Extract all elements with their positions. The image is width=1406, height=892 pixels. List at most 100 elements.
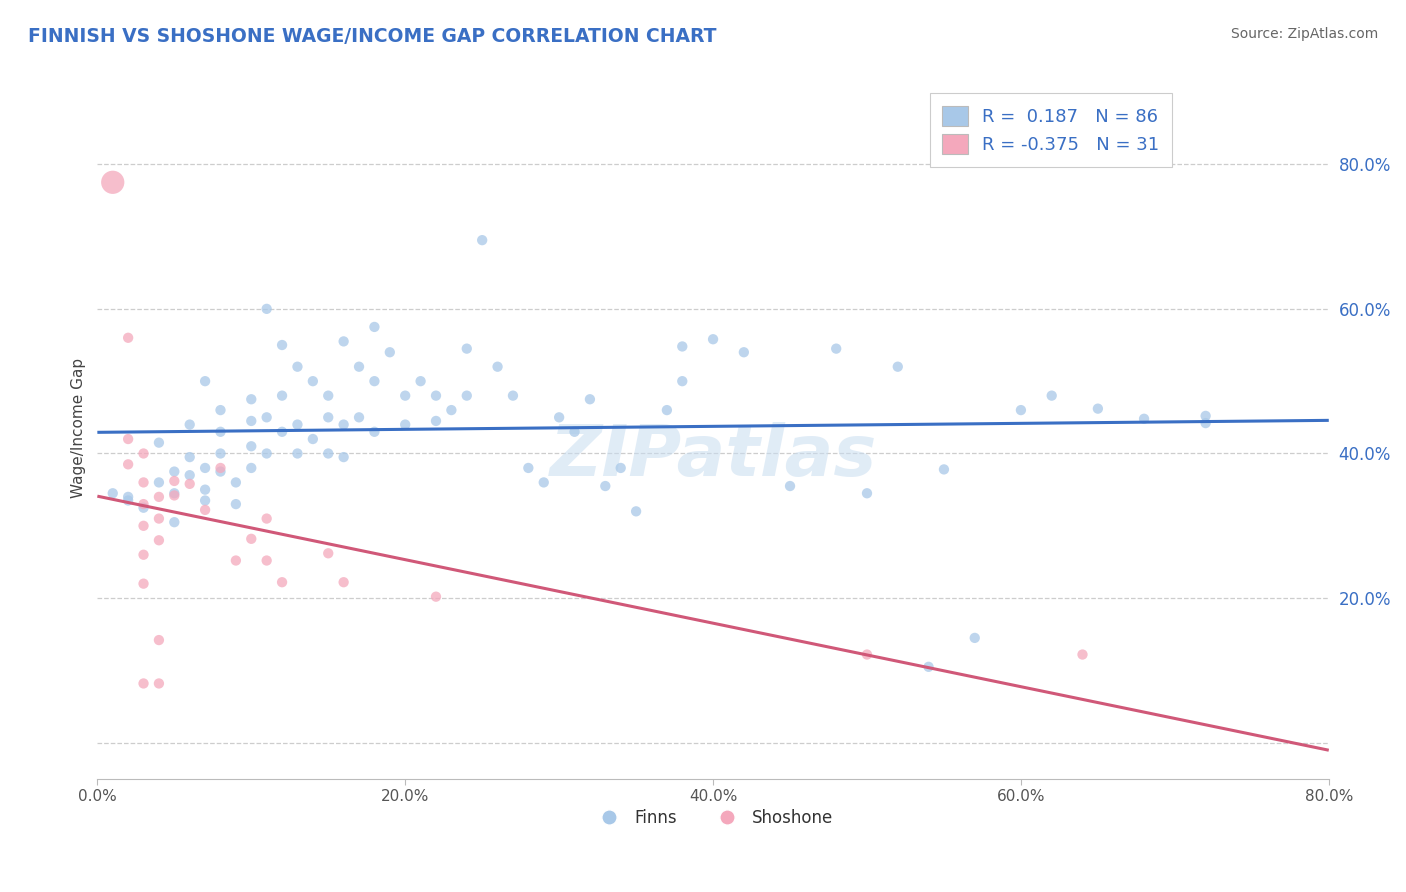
Point xyxy=(963,631,986,645)
Point xyxy=(101,175,124,189)
Point xyxy=(456,342,478,356)
Point xyxy=(564,425,586,439)
Point xyxy=(502,389,524,403)
Point xyxy=(256,446,278,460)
Point xyxy=(271,575,294,590)
Point xyxy=(163,515,186,529)
Point xyxy=(917,660,939,674)
Y-axis label: Wage/Income Gap: Wage/Income Gap xyxy=(72,358,86,499)
Point xyxy=(486,359,509,374)
Point xyxy=(132,548,155,562)
Point xyxy=(271,425,294,439)
Point xyxy=(117,490,139,504)
Point xyxy=(132,446,155,460)
Legend: Finns, Shoshone: Finns, Shoshone xyxy=(586,803,839,834)
Point xyxy=(332,417,354,432)
Point xyxy=(363,320,385,334)
Point xyxy=(163,486,186,500)
Point xyxy=(240,461,263,475)
Point xyxy=(194,493,217,508)
Point xyxy=(332,334,354,349)
Point xyxy=(456,389,478,403)
Point xyxy=(194,461,217,475)
Point xyxy=(1194,416,1216,430)
Point xyxy=(271,389,294,403)
Point xyxy=(655,403,678,417)
Point xyxy=(887,359,910,374)
Point xyxy=(209,425,232,439)
Point xyxy=(148,490,170,504)
Point xyxy=(856,648,879,662)
Point xyxy=(132,576,155,591)
Point xyxy=(209,446,232,460)
Point xyxy=(302,374,325,388)
Point xyxy=(548,410,571,425)
Point xyxy=(209,465,232,479)
Point xyxy=(240,414,263,428)
Point xyxy=(856,486,879,500)
Point xyxy=(1087,401,1109,416)
Point xyxy=(194,374,217,388)
Point xyxy=(240,532,263,546)
Point xyxy=(316,389,339,403)
Point xyxy=(378,345,401,359)
Point xyxy=(287,359,309,374)
Point xyxy=(132,518,155,533)
Point xyxy=(533,475,555,490)
Point xyxy=(148,676,170,690)
Point xyxy=(287,417,309,432)
Point xyxy=(332,575,354,590)
Point xyxy=(117,331,139,345)
Point xyxy=(163,488,186,502)
Point xyxy=(394,417,416,432)
Point xyxy=(579,392,602,407)
Point xyxy=(132,676,155,690)
Point xyxy=(117,432,139,446)
Point xyxy=(179,468,201,483)
Point xyxy=(132,475,155,490)
Point xyxy=(256,301,278,316)
Point xyxy=(1133,411,1156,425)
Point xyxy=(440,403,463,417)
Point xyxy=(316,546,339,560)
Point xyxy=(1010,403,1032,417)
Point xyxy=(117,458,139,472)
Point xyxy=(932,462,955,476)
Point xyxy=(1040,389,1063,403)
Point xyxy=(316,446,339,460)
Point xyxy=(148,475,170,490)
Text: Source: ZipAtlas.com: Source: ZipAtlas.com xyxy=(1230,27,1378,41)
Point xyxy=(256,511,278,525)
Point xyxy=(148,533,170,548)
Point xyxy=(363,374,385,388)
Text: FINNISH VS SHOSHONE WAGE/INCOME GAP CORRELATION CHART: FINNISH VS SHOSHONE WAGE/INCOME GAP CORR… xyxy=(28,27,717,45)
Point xyxy=(702,332,724,346)
Point xyxy=(148,435,170,450)
Point xyxy=(256,410,278,425)
Point xyxy=(671,339,693,353)
Point xyxy=(316,410,339,425)
Point xyxy=(363,425,385,439)
Point xyxy=(733,345,755,359)
Point xyxy=(240,439,263,453)
Point xyxy=(779,479,801,493)
Point xyxy=(595,479,617,493)
Point xyxy=(225,475,247,490)
Point xyxy=(1194,409,1216,423)
Point xyxy=(209,403,232,417)
Point xyxy=(825,342,848,356)
Point xyxy=(148,633,170,648)
Point xyxy=(302,432,325,446)
Point xyxy=(287,446,309,460)
Point xyxy=(256,553,278,567)
Point xyxy=(409,374,432,388)
Point xyxy=(517,461,540,475)
Point xyxy=(347,410,370,425)
Point xyxy=(609,461,631,475)
Point xyxy=(425,389,447,403)
Point xyxy=(194,483,217,497)
Point xyxy=(225,497,247,511)
Point xyxy=(394,389,416,403)
Point xyxy=(179,450,201,464)
Point xyxy=(194,503,217,517)
